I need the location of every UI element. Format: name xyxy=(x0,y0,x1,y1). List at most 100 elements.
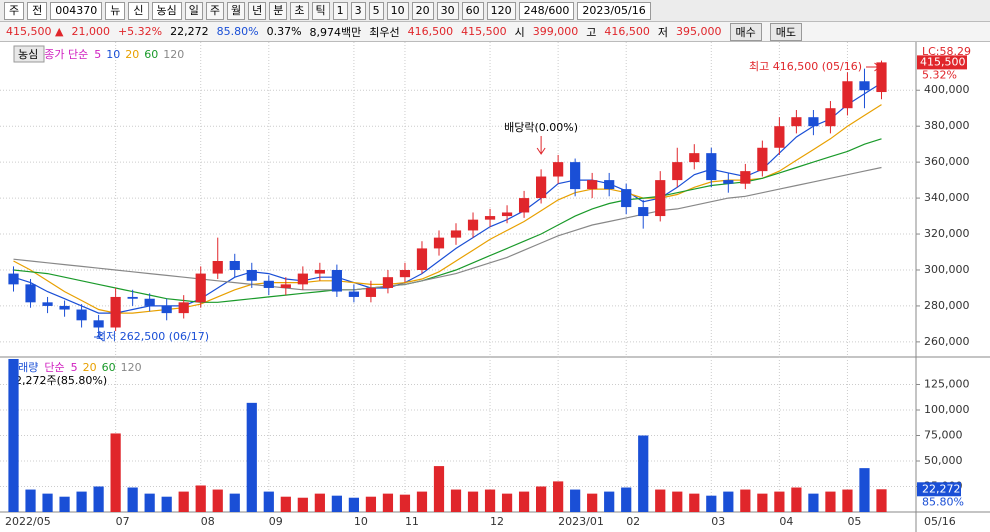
volume-bar xyxy=(331,495,342,512)
volume-bar xyxy=(621,487,632,512)
period-button[interactable]: 3 xyxy=(350,1,366,20)
x-tick-label: 02 xyxy=(626,515,640,528)
volume-bar xyxy=(638,435,649,512)
candle-body xyxy=(689,153,700,163)
y-tick-label: 300,000 xyxy=(924,263,970,276)
volume-bar xyxy=(25,489,36,512)
volume-bar xyxy=(433,466,445,512)
last-pct: 5.32% xyxy=(922,68,957,81)
quote-bar: 415,500 ▲ 21,000 +5.32% 22,272 85.80% 0.… xyxy=(0,22,990,42)
candle-body xyxy=(501,212,513,217)
ma-line xyxy=(13,138,882,303)
toolbar-item[interactable]: 전 xyxy=(27,1,48,20)
candle-body xyxy=(161,305,172,314)
volume-bar xyxy=(365,496,377,512)
toolbar-item[interactable]: 뉴 xyxy=(105,1,126,20)
amount: 8,974백만 xyxy=(309,25,362,39)
candle-body xyxy=(484,216,496,220)
candle-body xyxy=(672,162,683,181)
candle-body xyxy=(723,180,734,184)
volume-bar xyxy=(706,495,717,512)
legend-item: 5 xyxy=(94,48,101,61)
ma-line xyxy=(13,166,882,291)
y-tick-label: 125,000 xyxy=(924,377,970,390)
volume-bar xyxy=(161,496,172,512)
candle-body xyxy=(59,305,70,310)
period-button[interactable]: 주 xyxy=(205,1,224,20)
volume-bar xyxy=(518,491,530,512)
chart-bg xyxy=(0,42,990,532)
candle-body xyxy=(791,117,802,127)
period-button[interactable]: 틱 xyxy=(311,1,330,20)
candle-body xyxy=(518,198,530,213)
vol-ratio: 85.80% xyxy=(216,25,259,38)
y-tick-label: 380,000 xyxy=(924,119,970,132)
candle-body xyxy=(842,81,853,109)
candle-body xyxy=(93,320,104,328)
volume-bar xyxy=(229,493,240,512)
volume-bar xyxy=(876,489,887,512)
candle-body xyxy=(774,126,785,148)
legend-title: 종가 단순 xyxy=(44,48,88,61)
candle-body xyxy=(536,176,547,199)
x-tick-label: 11 xyxy=(405,515,419,528)
y-tick-label: 75,000 xyxy=(924,428,963,441)
change-pct: +5.32% xyxy=(117,25,163,38)
volume-bar xyxy=(59,496,70,512)
candle-body xyxy=(740,171,751,184)
volume-bar xyxy=(246,402,257,512)
date[interactable]: 2023/05/16 xyxy=(577,1,651,20)
legend-item: 10 xyxy=(106,48,120,61)
period-button[interactable]: 20 xyxy=(411,1,434,20)
period-button[interactable]: 10 xyxy=(386,1,409,20)
last-label: 415,500 xyxy=(920,55,966,68)
volume-bar xyxy=(76,491,87,512)
x-end-label: 05/16 xyxy=(924,515,956,528)
candle-body xyxy=(110,296,121,328)
volume-bar xyxy=(93,486,104,512)
candle-body xyxy=(450,230,462,238)
period-button[interactable]: 30 xyxy=(436,1,459,20)
x-tick-label: 05 xyxy=(847,515,861,528)
legend-title: 단순 xyxy=(44,361,64,374)
period-button[interactable]: 년 xyxy=(248,1,267,20)
sell-button[interactable]: 매도 xyxy=(769,22,803,41)
period-button[interactable]: 일 xyxy=(184,1,203,20)
volume-bar xyxy=(501,493,513,512)
candle-body xyxy=(8,273,19,285)
period-button[interactable]: 1 xyxy=(332,1,348,20)
low: 395,000 xyxy=(676,25,722,38)
change: 21,000 xyxy=(71,25,110,38)
candle-body xyxy=(314,269,325,274)
toolbar-item[interactable]: 신 xyxy=(128,1,149,20)
volume-bar xyxy=(825,491,836,512)
volume-bar xyxy=(604,491,615,512)
volume-bar xyxy=(842,489,853,512)
price: 415,500 ▲ xyxy=(6,25,64,38)
period-button[interactable]: 월 xyxy=(227,1,246,20)
toolbar-item[interactable]: 농심 xyxy=(151,1,182,20)
legend-item: 20 xyxy=(125,48,139,61)
toolbar-item[interactable]: 004370 xyxy=(50,1,103,20)
candle-body xyxy=(587,180,598,190)
buy-button[interactable]: 매수 xyxy=(729,22,762,41)
period-button[interactable]: 초 xyxy=(290,1,309,20)
period-button[interactable]: 120 xyxy=(486,1,516,20)
period-button[interactable]: 60 xyxy=(461,1,484,20)
period-button[interactable]: 5 xyxy=(368,1,384,20)
y-tick-label: 340,000 xyxy=(924,191,970,204)
candle-body xyxy=(399,269,411,278)
y-tick-label: 400,000 xyxy=(924,83,970,96)
candle-body xyxy=(195,273,206,303)
volume-bar xyxy=(587,493,598,512)
toolbar-item[interactable]: 주 xyxy=(4,1,25,20)
volume-bar xyxy=(655,489,666,512)
candle-body xyxy=(655,180,666,217)
candle-body xyxy=(433,237,445,249)
x-tick-label: 2023/01 xyxy=(558,515,604,528)
y-tick-label: 280,000 xyxy=(924,299,970,312)
period-button[interactable]: 분 xyxy=(269,1,288,20)
volume-bar xyxy=(570,489,581,512)
candle-body xyxy=(808,117,819,127)
volume-bar xyxy=(348,497,359,512)
